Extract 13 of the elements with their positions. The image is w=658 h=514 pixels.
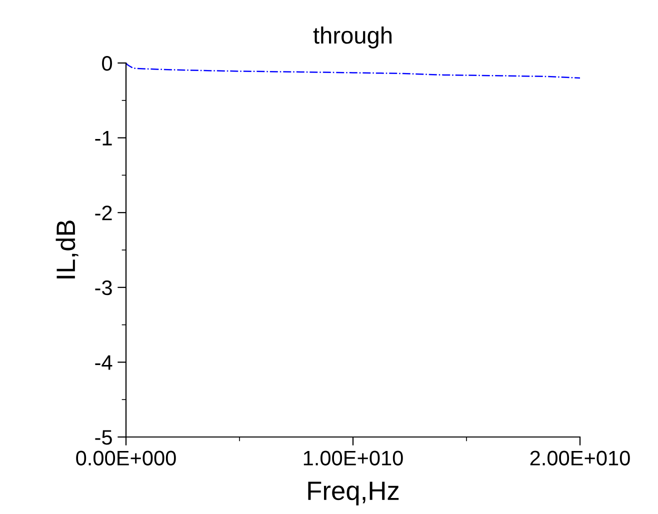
y-tick-label: 0 xyxy=(102,56,112,71)
y-axis-title: IL,dB xyxy=(56,220,78,278)
x-tick-label: 1.00E+010 xyxy=(304,450,403,466)
x-tick-label: 0.00E+000 xyxy=(76,450,176,466)
x-tick-label: 2.00E+010 xyxy=(530,450,630,466)
y-tick-label: -4 xyxy=(95,355,112,370)
y-tick-label: -3 xyxy=(95,280,112,296)
line-series xyxy=(126,63,580,79)
x-axis-title: Freq,Hz xyxy=(308,482,399,506)
chart-title: through xyxy=(313,26,392,48)
y-tick-label: -1 xyxy=(95,131,112,146)
y-tick-label: -5 xyxy=(95,430,112,445)
y-tick-label: -2 xyxy=(95,206,112,220)
